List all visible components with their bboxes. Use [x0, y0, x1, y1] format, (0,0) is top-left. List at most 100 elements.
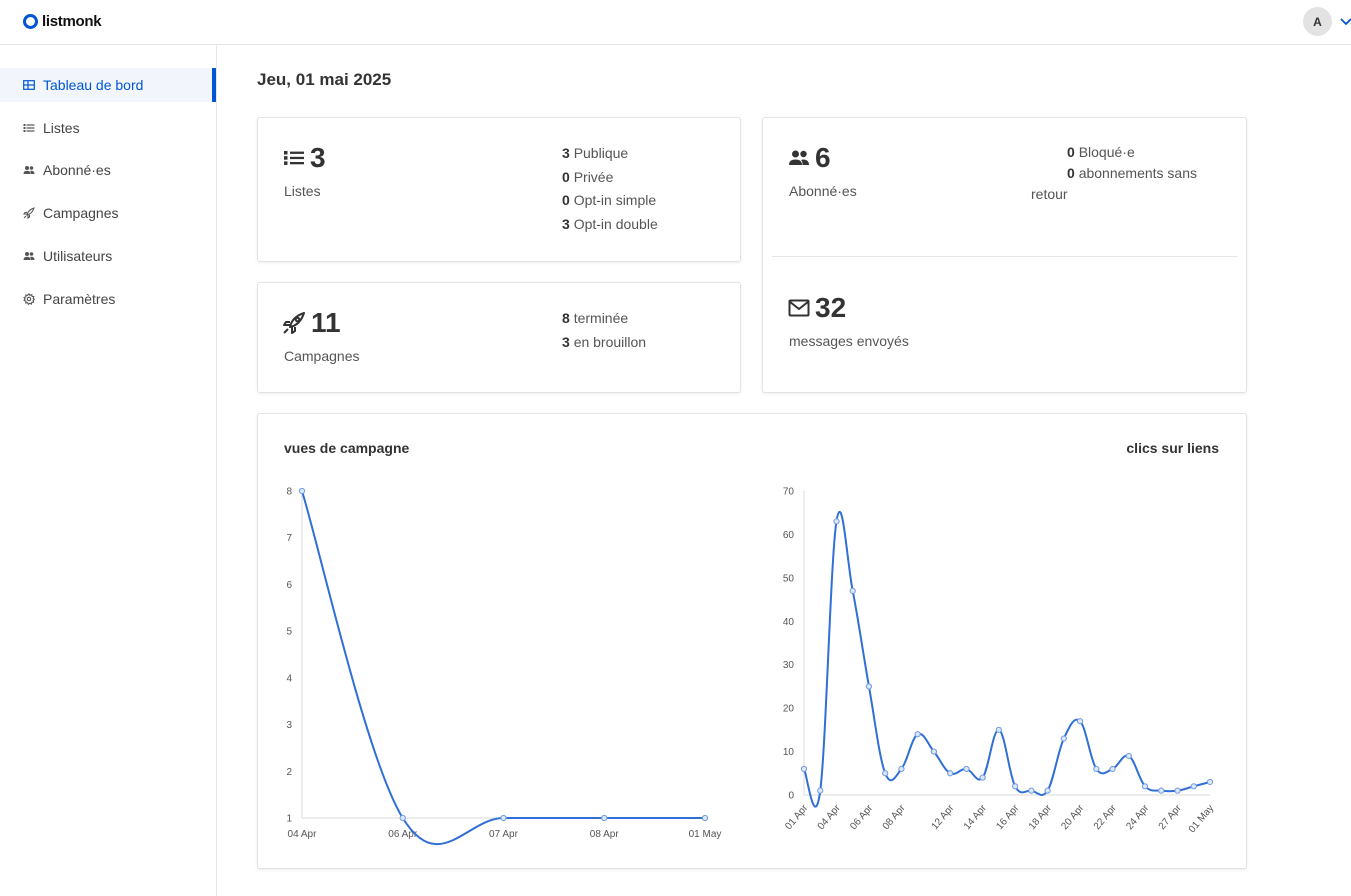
- data-point: [930, 748, 938, 755]
- data-point: [865, 683, 873, 690]
- y-tick-label: 3: [286, 720, 292, 731]
- x-tick-label: 07 Apr: [489, 829, 519, 840]
- sidebar-item-users[interactable]: Utilisateurs: [0, 239, 216, 273]
- rocket-icon: [23, 207, 35, 219]
- charts-card: vues de campagne clics sur liens 1 2 3 4 5 6 7…: [257, 413, 1247, 869]
- x-tick-label: 08 Apr: [881, 802, 908, 832]
- users-icon: [23, 250, 35, 262]
- lists-private: 0 Privée: [562, 168, 614, 185]
- y-tick-label: 8: [286, 487, 292, 498]
- x-tick-label: 04 Apr: [288, 829, 318, 840]
- sidebar-item-settings[interactable]: Paramètres: [0, 282, 216, 316]
- y-tick-label: 10: [783, 747, 795, 758]
- y-tick-label: 7: [286, 533, 292, 544]
- lists-public: 3 Publique: [562, 145, 629, 161]
- y-tick-label: 5: [286, 627, 292, 638]
- subscribers-count: 6: [815, 142, 831, 173]
- data-point: [1206, 778, 1214, 786]
- y-tick-label: 1: [286, 814, 292, 825]
- chart-title-views: vues de campagne: [284, 440, 410, 456]
- list-icon: [284, 151, 304, 165]
- lists-label: Listes: [284, 183, 321, 199]
- y-tick-label: 0: [788, 791, 794, 802]
- data-point: [947, 770, 954, 777]
- campaigns-card[interactable]: 11 Campagnes 8 terminée 3 en brouillon: [257, 282, 741, 393]
- x-tick-label: 12 Apr: [929, 802, 956, 832]
- sidebar-item-label: Paramètres: [43, 291, 116, 307]
- y-tick-label: 40: [783, 617, 795, 628]
- data-point: [833, 518, 840, 525]
- list-icon: [23, 122, 35, 134]
- chart-title-clicks: clics sur liens: [1126, 440, 1219, 456]
- x-tick-label: 01 May: [1187, 803, 1217, 835]
- user-avatar[interactable]: A: [1303, 7, 1332, 36]
- series-line: [301, 490, 705, 846]
- card-divider: [772, 256, 1238, 257]
- app-logo[interactable]: listmonk: [23, 13, 102, 30]
- subscribers-orphans: 0 abonnements sans retour: [1031, 165, 1197, 202]
- x-tick-label: 16 Apr: [994, 802, 1021, 832]
- x-tick-label: 06 Apr: [848, 802, 875, 832]
- top-bar: listmonk A: [0, 0, 1351, 45]
- data-point: [882, 770, 889, 777]
- sidebar-item-label: Tableau de bord: [43, 77, 144, 93]
- dashboard-icon: [23, 79, 35, 91]
- data-point: [963, 765, 970, 773]
- x-tick-label: 06 Apr: [388, 829, 418, 840]
- sidebar-item-dashboard[interactable]: Tableau de bord: [0, 68, 216, 102]
- subscribers-card[interactable]: 6 Abonné·es 0 Bloqué·e 0 abonnements san…: [762, 117, 1247, 393]
- y-tick-label: 30: [783, 660, 795, 671]
- lists-single-optin: 0 Opt-in simple: [562, 192, 657, 208]
- lists-card[interactable]: 3 Listes 3 Publique 0 Privée 0 Opt-in si…: [257, 117, 741, 262]
- data-point: [701, 814, 709, 822]
- x-tick-label: 08 Apr: [590, 829, 620, 840]
- chevron-down-icon[interactable]: [1339, 14, 1351, 28]
- data-point: [1190, 783, 1197, 790]
- mail-icon: [788, 299, 810, 317]
- x-tick-label: 01 Apr: [783, 802, 810, 832]
- sidebar-item-label: Abonné·es: [43, 162, 111, 178]
- data-point: [1158, 787, 1165, 794]
- data-point: [1174, 787, 1181, 794]
- data-point: [1093, 765, 1100, 773]
- logo-ring-icon: [23, 14, 38, 29]
- data-point: [800, 765, 808, 773]
- y-tick-label: 4: [286, 673, 292, 684]
- lists-count: 3: [310, 142, 326, 173]
- x-tick-label: 04 Apr: [816, 802, 843, 832]
- data-point: [1060, 735, 1067, 742]
- page-title: Jeu, 01 mai 2025: [257, 70, 392, 89]
- data-point: [298, 487, 306, 495]
- data-point: [849, 587, 856, 594]
- x-tick-label: 01 May: [689, 829, 722, 840]
- x-tick-label: 24 Apr: [1124, 802, 1151, 832]
- sidebar-item-label: Campagnes: [43, 205, 119, 221]
- data-point: [1109, 765, 1116, 773]
- campaigns-draft: 3 en brouillon: [562, 333, 647, 350]
- data-point: [1125, 752, 1132, 760]
- data-point: [1076, 718, 1084, 725]
- messages-count: 32: [815, 292, 847, 323]
- messages-label: messages envoyés: [789, 333, 909, 349]
- users-icon: [789, 150, 809, 165]
- gear-icon: [23, 293, 35, 305]
- users-icon: [23, 164, 35, 176]
- data-point: [1141, 783, 1149, 790]
- y-tick-label: 2: [286, 767, 292, 778]
- sidebar-item-label: Listes: [43, 120, 80, 136]
- subscribers-blocklisted: 0 Bloqué·e: [1067, 144, 1135, 160]
- sidebar-item-subscribers[interactable]: Abonné·es: [0, 153, 216, 187]
- link-clicks-chart: 0 10 20 30 40 50 60 70 01 Apr 04 Apr 06 Apr 08 Apr 1…: [783, 487, 1217, 836]
- lists-double-optin: 3 Opt-in double: [562, 215, 658, 232]
- y-tick-label: 60: [783, 530, 795, 541]
- data-point: [1028, 787, 1035, 794]
- app-name: listmonk: [42, 13, 102, 30]
- data-point: [500, 814, 507, 822]
- x-tick-label: 18 Apr: [1027, 802, 1054, 832]
- campaigns-finished: 8 terminée: [562, 310, 629, 326]
- x-tick-label: 20 Apr: [1059, 802, 1086, 832]
- sidebar-item-lists[interactable]: Listes: [0, 111, 216, 145]
- data-point: [399, 814, 406, 822]
- sidebar-item-campaigns[interactable]: Campagnes: [0, 196, 216, 230]
- data-point: [979, 774, 986, 781]
